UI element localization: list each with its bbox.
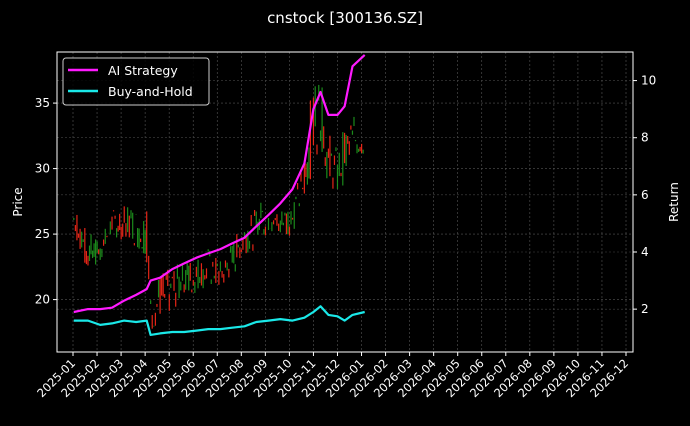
line-ai-strategy bbox=[73, 54, 366, 314]
legend-label-buy-and-hold: Buy-and-Hold bbox=[108, 84, 193, 99]
price-candles bbox=[73, 84, 364, 329]
y-tick-label-left: 30 bbox=[35, 162, 50, 176]
y-axis-right: 2 4 6 8 10 bbox=[633, 74, 656, 316]
legend-label-ai-strategy: AI Strategy bbox=[108, 63, 178, 78]
chart-title: cnstock [300136.SZ] bbox=[267, 9, 423, 27]
y-axis-label-left: Price bbox=[11, 187, 25, 216]
y-tick-label-left: 20 bbox=[35, 293, 50, 307]
y-tick-label-left: 25 bbox=[35, 227, 50, 241]
plot-frame bbox=[56, 51, 634, 353]
y-tick-label-right: 10 bbox=[641, 74, 656, 88]
y-tick-label-right: 4 bbox=[641, 245, 649, 259]
x-axis: 2025-012025-022025-032025-042025-052025-… bbox=[34, 352, 631, 400]
legend-box bbox=[62, 57, 210, 106]
y-axis-left: 20 25 30 35 bbox=[35, 96, 57, 307]
legend: AI Strategy Buy-and-Hold bbox=[62, 57, 210, 106]
y-tick-label-right: 8 bbox=[641, 131, 649, 145]
y-axis-label-right: Return bbox=[667, 182, 681, 222]
return-lines bbox=[73, 54, 366, 336]
line-buy-and-hold bbox=[73, 305, 365, 336]
y-tick-label-right: 2 bbox=[641, 302, 649, 316]
y-tick-label-left: 35 bbox=[35, 96, 50, 110]
y-tick-label-right: 6 bbox=[641, 188, 649, 202]
